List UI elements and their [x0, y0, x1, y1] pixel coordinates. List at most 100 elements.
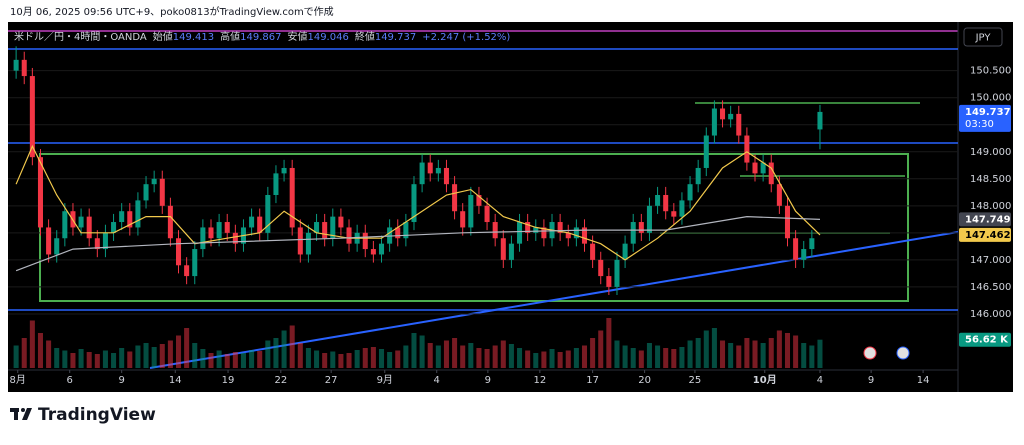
- volume-bar: [354, 350, 360, 368]
- volume-bar: [720, 340, 726, 368]
- volume-bar: [443, 340, 449, 368]
- candle-body: [760, 162, 766, 174]
- volume-bar: [776, 330, 782, 368]
- candle-body: [167, 205, 173, 239]
- volume-bar: [46, 340, 52, 368]
- candle-body: [817, 111, 823, 130]
- logo-text: TradingView: [38, 405, 156, 425]
- candle-body: [452, 184, 458, 212]
- x-tick-label: 17: [586, 375, 599, 386]
- volume-bar: [476, 348, 482, 368]
- candle-body: [622, 243, 628, 260]
- volume-bar: [378, 349, 385, 368]
- candle-body: [427, 162, 433, 174]
- volume-bar: [736, 345, 742, 368]
- candle-body: [435, 167, 441, 174]
- candle-body: [801, 249, 807, 260]
- candle-body: [119, 211, 125, 223]
- candle-body: [13, 59, 19, 71]
- volume-bar: [265, 340, 271, 368]
- x-tick-label: 27: [325, 375, 338, 386]
- candle-body: [395, 227, 401, 239]
- volume-bar: [468, 343, 474, 368]
- volume-bar: [752, 340, 758, 368]
- x-tick-label: 10月: [753, 374, 777, 386]
- event-flags: [863, 346, 910, 360]
- volume-bar: [314, 350, 320, 368]
- legend-value: 149.413: [173, 32, 214, 43]
- logo-shape: [22, 408, 32, 420]
- candle-body: [232, 232, 238, 244]
- candle-body: [54, 238, 60, 255]
- currency-button[interactable]: [963, 27, 1003, 47]
- volume-bar: [257, 351, 263, 368]
- volume-bar: [525, 350, 531, 368]
- volume-bar: [403, 345, 409, 368]
- moving-average: [15, 144, 821, 261]
- candle-body: [305, 232, 311, 255]
- moving-average: [15, 215, 821, 272]
- volume-bar: [809, 345, 815, 368]
- candle-body: [411, 184, 417, 223]
- volume-bar: [175, 335, 182, 368]
- x-tick-label: 22: [274, 375, 287, 386]
- volume-bar: [62, 350, 68, 368]
- candle-body: [249, 216, 255, 228]
- candle-body: [216, 222, 222, 239]
- candle-body: [784, 205, 791, 239]
- volume-bar: [346, 353, 352, 368]
- legend-change: +2.247 (+1.52%): [422, 32, 510, 43]
- volume-bar: [387, 352, 393, 368]
- candle-body: [289, 167, 295, 228]
- volume-bar: [784, 333, 791, 368]
- flag-icon[interactable]: [896, 346, 910, 360]
- y-tick-label: 148.500: [970, 174, 1011, 185]
- candle-body: [590, 243, 596, 260]
- price-tag-label: 147.749: [965, 214, 1011, 225]
- candle-body: [809, 238, 815, 250]
- marks: [8, 46, 958, 368]
- volume-bar: [159, 344, 165, 368]
- volume-bar: [216, 350, 222, 368]
- flag-icon[interactable]: [863, 346, 877, 360]
- volume-bar: [102, 350, 108, 368]
- volume-bar: [549, 349, 555, 368]
- volume-bar: [240, 353, 246, 368]
- candle-body: [606, 276, 612, 287]
- candle-body: [94, 238, 100, 250]
- logo-shape: [14, 408, 18, 420]
- candle-body: [541, 227, 547, 239]
- price-tag-label: 147.462: [965, 230, 1011, 241]
- y-tick-label: 149.000: [970, 147, 1011, 158]
- candle-body: [78, 216, 84, 228]
- volume-bar: [711, 328, 717, 368]
- volume-bar: [744, 338, 750, 368]
- candle-body: [517, 222, 523, 244]
- y-tick-label: 146.500: [970, 282, 1011, 293]
- volume-tag-label: 56.62 K: [965, 335, 1009, 346]
- volume-bar: [655, 345, 661, 368]
- header: 10月 06, 2025 09:56 UTC+9、poko0813がTradin…: [10, 5, 334, 18]
- volume-bar: [322, 353, 328, 368]
- volume-bar: [192, 343, 198, 368]
- volume-bar: [86, 352, 92, 368]
- price-tag-label: 149.737: [965, 107, 1011, 118]
- currency[interactable]: JPY: [975, 33, 992, 44]
- candle-body: [175, 238, 182, 266]
- candle-body: [265, 195, 271, 233]
- x-tick-label: 12: [533, 375, 546, 386]
- volume-bar: [687, 340, 693, 368]
- legend-label: 終値: [355, 30, 375, 43]
- candle-body: [102, 232, 108, 250]
- volume-bar: [638, 350, 644, 368]
- candle-body: [46, 227, 52, 255]
- volume-bar: [21, 338, 27, 368]
- candle-body: [687, 184, 693, 201]
- volume-bar: [281, 330, 287, 368]
- volume-bar: [249, 350, 255, 368]
- candle-body: [614, 259, 620, 287]
- x-tick-label: 8月: [10, 374, 26, 386]
- candle-body: [720, 108, 726, 120]
- volume-bar: [184, 328, 190, 368]
- x-tick-label: 19: [222, 375, 235, 386]
